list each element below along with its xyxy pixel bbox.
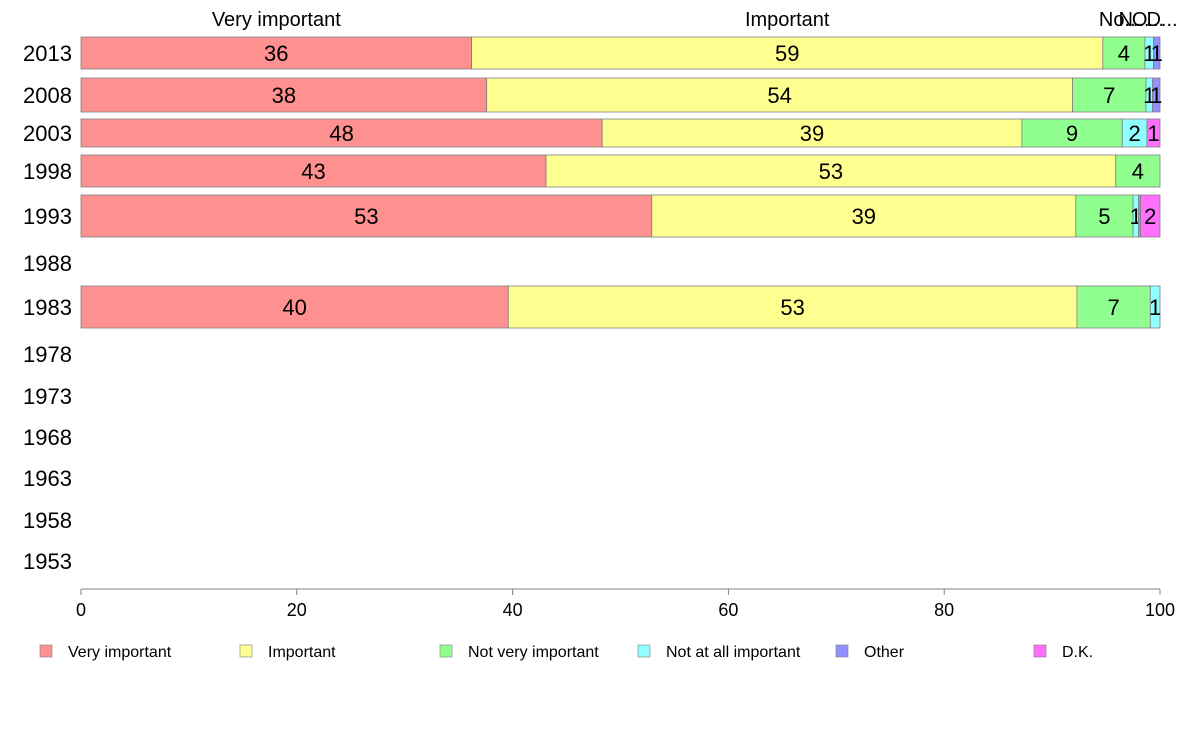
legend-swatch-3: [637, 644, 651, 658]
bar-1983-2: [1076, 285, 1151, 329]
legend-label-3: Not at all important: [666, 644, 801, 661]
value-label-2008-4: 1: [1150, 83, 1162, 108]
year-label-1983: 1983: [23, 295, 72, 320]
column-header-2: No...: [1099, 9, 1141, 31]
column-header-5: D...: [1146, 9, 1177, 31]
column-header-1: Important: [745, 9, 830, 31]
legend-swatch-5: [1033, 644, 1047, 658]
value-label-2008-1: 54: [767, 83, 791, 108]
value-label-1993-5: 2: [1144, 204, 1156, 229]
value-label-1983-1: 53: [780, 295, 804, 320]
value-label-1993-0: 53: [354, 204, 378, 229]
bar-2008-4: [1152, 77, 1161, 113]
bar-2003-0: [80, 118, 603, 148]
bar-1998-1: [545, 154, 1117, 188]
value-label-1993-1: 39: [852, 204, 876, 229]
column-headers: Very important Important No...N...O...D...: [212, 9, 1178, 31]
value-label-2013-4: 1: [1151, 41, 1163, 66]
legend: Very important Important Not very importan…: [39, 644, 1093, 661]
legend-swatch-4: [835, 644, 849, 658]
value-label-1983-0: 40: [282, 295, 306, 320]
year-label-1993: 1993: [23, 204, 72, 229]
value-label-2013-2: 4: [1118, 41, 1130, 66]
bar-1998-2: [1115, 154, 1161, 188]
bar-1993-0: [80, 194, 653, 238]
year-label-1958: 1958: [23, 508, 72, 533]
x-tick-label-3: 60: [718, 600, 738, 620]
value-label-2003-0: 48: [329, 121, 353, 146]
year-label-1978: 1978: [23, 342, 72, 367]
year-label-1973: 1973: [23, 384, 72, 409]
year-label-1998: 1998: [23, 159, 72, 184]
legend-swatch-2: [439, 644, 453, 658]
bar-2013-4: [1153, 36, 1161, 70]
bar-2003-5: [1146, 118, 1161, 148]
year-label-1953: 1953: [23, 549, 72, 574]
bar-2003-2: [1021, 118, 1123, 148]
bar-2013-1: [471, 36, 1104, 70]
legend-label-0: Very important: [68, 644, 172, 661]
column-header-0: Very important: [212, 9, 341, 31]
year-label-1963: 1963: [23, 466, 72, 491]
legend-swatch-1: [239, 644, 253, 658]
value-label-1998-2: 4: [1132, 159, 1144, 184]
legend-label-1: Important: [268, 644, 336, 661]
value-label-2013-0: 36: [264, 41, 288, 66]
year-label-1968: 1968: [23, 425, 72, 450]
value-label-2003-1: 39: [800, 121, 824, 146]
x-tick-label-0: 0: [76, 600, 86, 620]
value-label-2013-1: 59: [775, 41, 799, 66]
bar-1993-5: [1140, 194, 1161, 238]
legend-label-2: Not very important: [468, 644, 599, 661]
bar-1993-2: [1075, 194, 1134, 238]
year-labels: 2013 2008 2003 1998 1993 1988 1983 1978 1973 1968…: [23, 41, 72, 574]
value-label-2003-2: 9: [1066, 121, 1078, 146]
year-label-1988: 1988: [23, 251, 72, 276]
value-label-2003-5: 1: [1147, 121, 1159, 146]
x-tick-label-1: 20: [287, 600, 307, 620]
column-header-4: O...: [1132, 9, 1164, 31]
value-label-2003-3: 2: [1129, 121, 1141, 146]
value-label-1983-2: 7: [1107, 295, 1119, 320]
x-tick-label-2: 40: [503, 600, 523, 620]
bar-2008-2: [1072, 77, 1147, 113]
bar-2013-2: [1102, 36, 1146, 70]
bar-2008-1: [486, 77, 1074, 113]
bar-1983-0: [80, 285, 509, 329]
value-label-1998-0: 43: [301, 159, 325, 184]
bar-1993-1: [651, 194, 1077, 238]
bar-1983-3: [1149, 285, 1161, 329]
legend-label-4: Other: [864, 644, 905, 661]
year-label-2003: 2003: [23, 121, 72, 146]
value-label-1993-2: 5: [1098, 204, 1110, 229]
legend-swatch-0: [39, 644, 53, 658]
x-tick-label-5: 100: [1145, 600, 1175, 620]
value-label-2008-2: 7: [1103, 83, 1115, 108]
bar-2003-1: [601, 118, 1023, 148]
x-axis: 0 20 40 60 80 100: [76, 588, 1175, 620]
value-label-2013-3: 1: [1143, 41, 1155, 66]
x-tick-label-4: 80: [934, 600, 954, 620]
value-label-1983-3: 1: [1149, 295, 1161, 320]
year-label-2008: 2008: [23, 83, 72, 108]
bar-2013-0: [80, 36, 472, 70]
column-header-3: N...: [1118, 9, 1149, 31]
legend-label-5: D.K.: [1062, 644, 1093, 661]
value-label-1998-1: 53: [819, 159, 843, 184]
value-label-2008-0: 38: [272, 83, 296, 108]
year-label-2013: 2013: [23, 41, 72, 66]
bar-2008-0: [80, 77, 488, 113]
